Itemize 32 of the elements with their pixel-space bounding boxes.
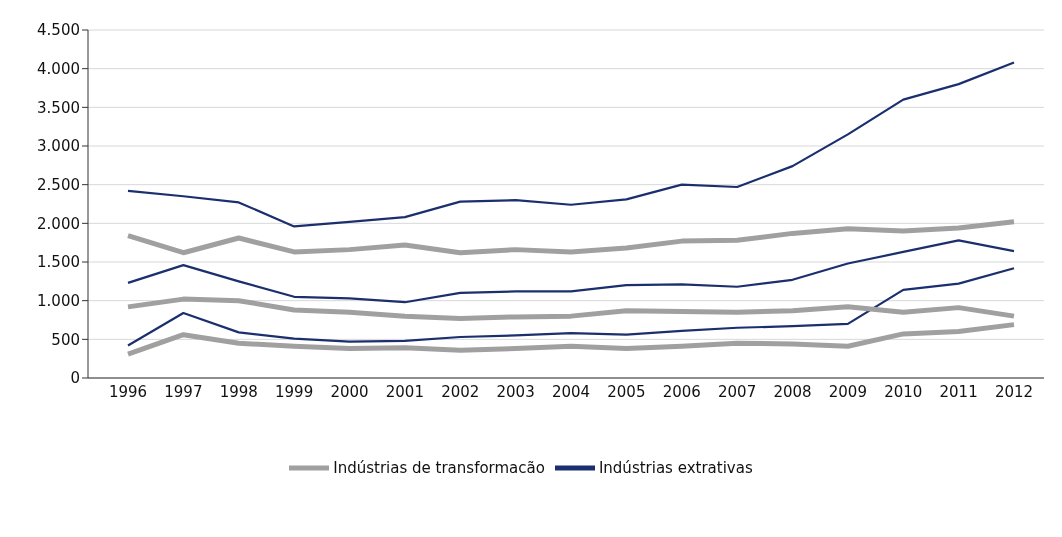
x-tick-label: 1998 — [219, 382, 258, 401]
x-tick-label: 2010 — [884, 382, 923, 401]
line-series — [126, 239, 1016, 304]
x-tick-label: 1999 — [275, 382, 314, 401]
y-tick-label: 2.000 — [37, 214, 80, 233]
x-tick-label: 2003 — [496, 382, 535, 401]
y-tick-label: 2.500 — [37, 175, 80, 194]
line-series — [126, 61, 1016, 228]
legend-label: Indústrias de transformacão — [333, 458, 545, 477]
x-tick-label: 2000 — [330, 382, 369, 401]
x-tick-label: 2009 — [828, 382, 867, 401]
legend-label: Indústrias extrativas — [598, 458, 753, 477]
x-tick-label: 2011 — [939, 382, 978, 401]
y-tick-label: 1.000 — [37, 291, 80, 310]
x-tick-label: 1997 — [164, 382, 203, 401]
x-tick-label: 2001 — [385, 382, 424, 401]
x-tick-label: 2007 — [718, 382, 757, 401]
line-series — [126, 267, 1016, 347]
x-tick-label: 2005 — [607, 382, 646, 401]
y-tick-label: 3.000 — [37, 137, 80, 156]
y-tick-label: 3.500 — [37, 98, 80, 117]
x-tick-label: 2006 — [662, 382, 701, 401]
y-tick-label: 4.500 — [37, 21, 80, 40]
x-tick-label: 1996 — [108, 382, 148, 401]
x-tick-label: 2008 — [773, 382, 812, 401]
x-tick-label: 2004 — [551, 382, 591, 401]
y-tick-label: 500 — [51, 330, 80, 349]
y-tick-label: 1.500 — [37, 253, 80, 272]
x-tick-label: 2002 — [441, 382, 480, 401]
y-tick-label: 0 — [70, 369, 80, 388]
y-tick-label: 4.000 — [37, 59, 80, 78]
x-tick-label: 2012 — [994, 382, 1034, 401]
